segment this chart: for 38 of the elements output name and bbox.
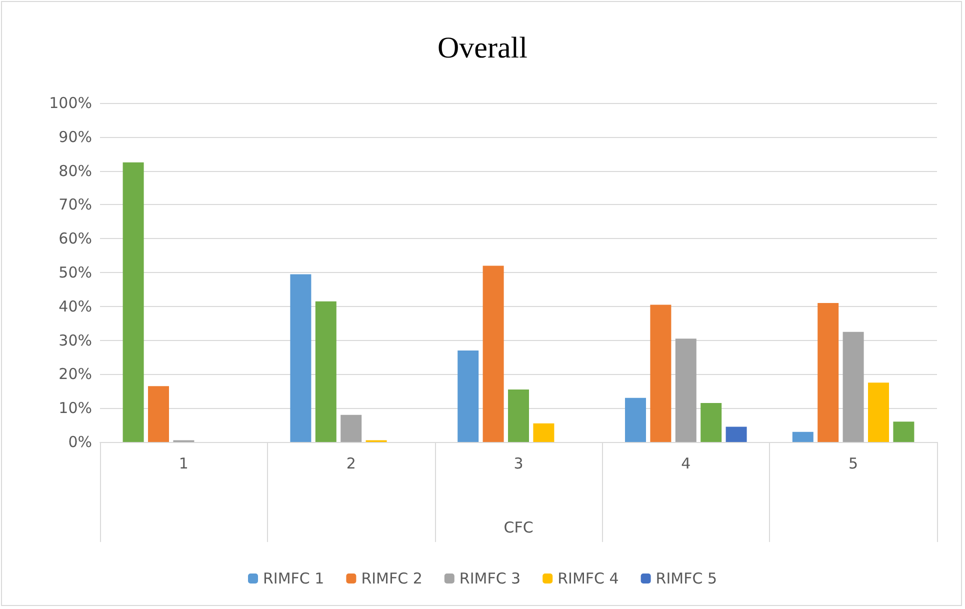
bar [482,266,504,442]
x-tick-label: 1 [178,454,188,472]
bar [290,274,312,442]
y-tick-label: 90% [58,128,92,146]
bar [340,414,362,442]
legend-label: RIMFC 2 [361,570,422,588]
chart-title: Overall [438,32,528,64]
x-axis-title: CFC [504,518,534,536]
legend-label: RIMFC 3 [459,570,521,588]
bar [533,423,554,442]
y-tick-label: 100% [49,94,92,112]
y-tick-label: 30% [58,331,92,350]
y-tick-label: 50% [58,264,92,282]
bar [148,386,169,442]
y-tick-label: 70% [58,196,92,214]
legend-label: RIMFC 5 [656,570,718,588]
y-tick-label: 60% [58,230,92,248]
bar [650,304,672,442]
y-tick-label: 10% [58,399,92,418]
bar [868,382,889,442]
x-tick-label: 5 [848,454,858,472]
bar [675,338,696,442]
x-tick-label: 4 [681,454,691,472]
bar [818,303,839,442]
bar [842,332,864,442]
y-tick-label: 0% [68,433,92,451]
y-tick-label: 20% [58,365,92,384]
bar [458,350,479,442]
legend-label: RIMFC 1 [262,570,324,588]
y-tick-label: 80% [58,162,92,180]
x-tick-label: 3 [514,454,524,472]
legend-label: RIMFC 4 [558,570,619,588]
y-tick-label: 40% [58,297,92,316]
x-tick-label: 2 [346,454,356,472]
bar [625,398,646,442]
bar [792,432,814,442]
bar [893,422,914,442]
bar [726,426,747,442]
